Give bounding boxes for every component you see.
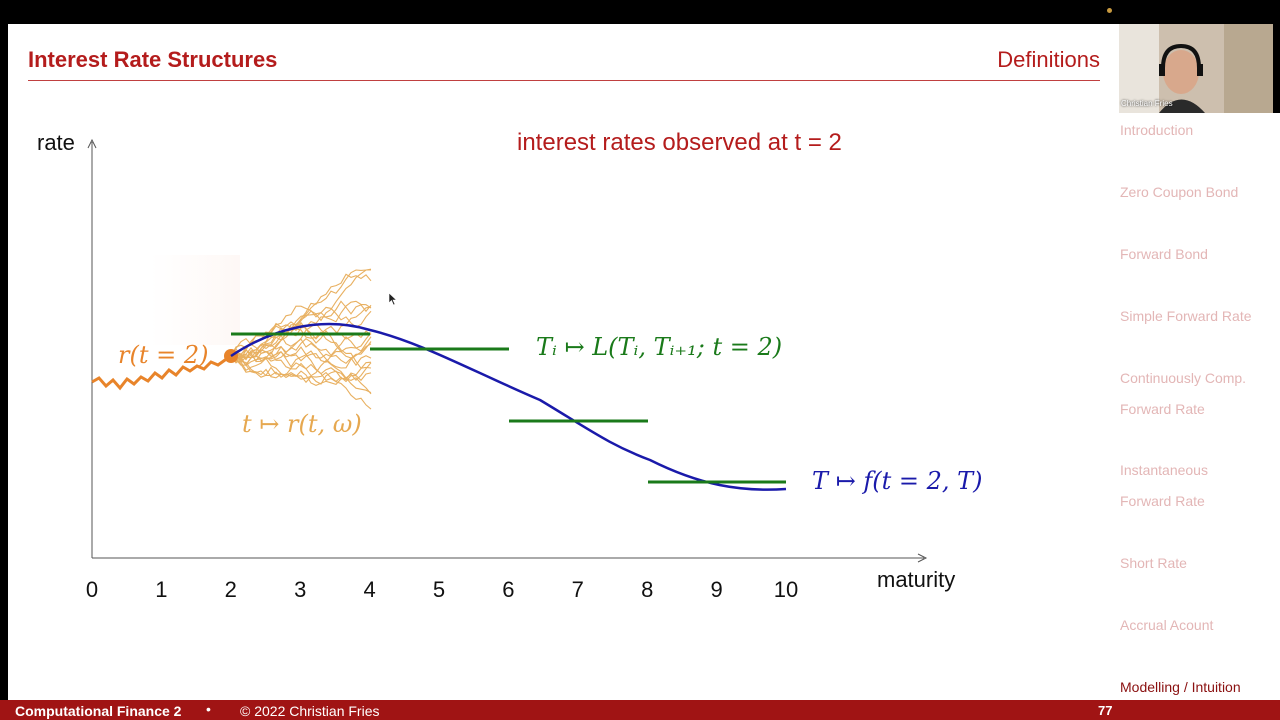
nav-item-forward-bond[interactable]: Forward Bond [1120,246,1208,262]
footer-copyright: © 2022 Christian Fries [240,703,380,719]
recording-indicator [1107,8,1112,13]
header-divider [28,80,1100,81]
nav-item-short-rate[interactable]: Short Rate [1120,555,1187,571]
x-tick-label: 7 [572,577,584,602]
simulated-path [230,273,372,366]
slide [8,24,1119,700]
x-tick-label: 10 [774,577,798,602]
presenter-icon [1119,24,1273,113]
section-title: Definitions [997,47,1100,72]
x-tick-label: 8 [641,577,653,602]
x-tick-label: 1 [155,577,167,602]
page-number: 77 [1098,703,1113,718]
y-axis-arrow [87,138,97,149]
forward-label: T ↦ f(t = 2, T) [812,467,983,495]
historical-short-rate [91,354,232,391]
footer-separator: • [206,701,211,717]
paths-label: t ↦ r(t, ω) [242,410,362,438]
x-tick-label: 6 [502,577,514,602]
x-tick-label: 4 [363,577,375,602]
simulated-path [230,338,372,369]
x-tick-label: 2 [225,577,237,602]
x-tick-label: 9 [710,577,722,602]
footer-course: Computational Finance 2 [15,703,182,719]
instantaneous-forward-curve [230,322,787,491]
x-tick-label: 3 [294,577,306,602]
y-axis-label: rate [37,130,75,155]
nav-item-zero-coupon-bond[interactable]: Zero Coupon Bond [1120,184,1239,200]
simulated-path [230,355,372,385]
x-tick-label: 5 [433,577,445,602]
x-axis-label: maturity [877,567,955,592]
nav-panel [1119,113,1280,700]
background-smear [150,255,240,345]
simulated-path [230,268,372,362]
short-rate-label: r(t = 2) [118,341,208,369]
footer-bar [0,700,1280,720]
presenter-video [1119,24,1273,113]
nav-item-introduction[interactable]: Introduction [1120,122,1194,138]
nav-item-accrual-account[interactable]: Accrual Acount [1120,617,1214,633]
nav-item-simple-forward-rate[interactable]: Simple Forward Rate [1120,308,1252,324]
nav-item-instantaneous[interactable]: Instantaneous [1120,462,1208,478]
libor-label: Tᵢ ↦ L(Tᵢ, Tᵢ₊₁; t = 2) [536,333,782,361]
x-tick-label: 0 [86,577,98,602]
simulated-short-rate-paths [230,268,372,410]
nav-item-continuously-comp[interactable]: Continuously Comp. [1120,370,1247,386]
nav-item-modelling-intuition[interactable]: Modelling / Intuition [1120,679,1241,695]
simulated-path [230,300,372,360]
nav-item-instantaneous-forward-rate[interactable]: Forward Rate [1120,493,1205,509]
nav-item-forward-rate[interactable]: Forward Rate [1120,401,1205,417]
annotation-title: interest rates observed at t = 2 [517,129,842,156]
simulated-path [230,306,372,357]
mouse-cursor [388,292,398,306]
slide-title: Interest Rate Structures [28,47,278,72]
simulated-path [230,324,372,367]
x-ticks: 0 1 2 3 4 5 6 7 8 9 10 [86,577,798,602]
simulated-path [230,334,372,360]
presenter-name: Christian Fries [1121,99,1173,108]
rate-structure-diagram: rate maturity 0 1 2 3 4 5 6 7 8 9 10 interest rate… [37,129,983,602]
x-axis-arrow [917,553,928,563]
simulated-path [230,351,372,395]
simulated-path [230,355,372,410]
